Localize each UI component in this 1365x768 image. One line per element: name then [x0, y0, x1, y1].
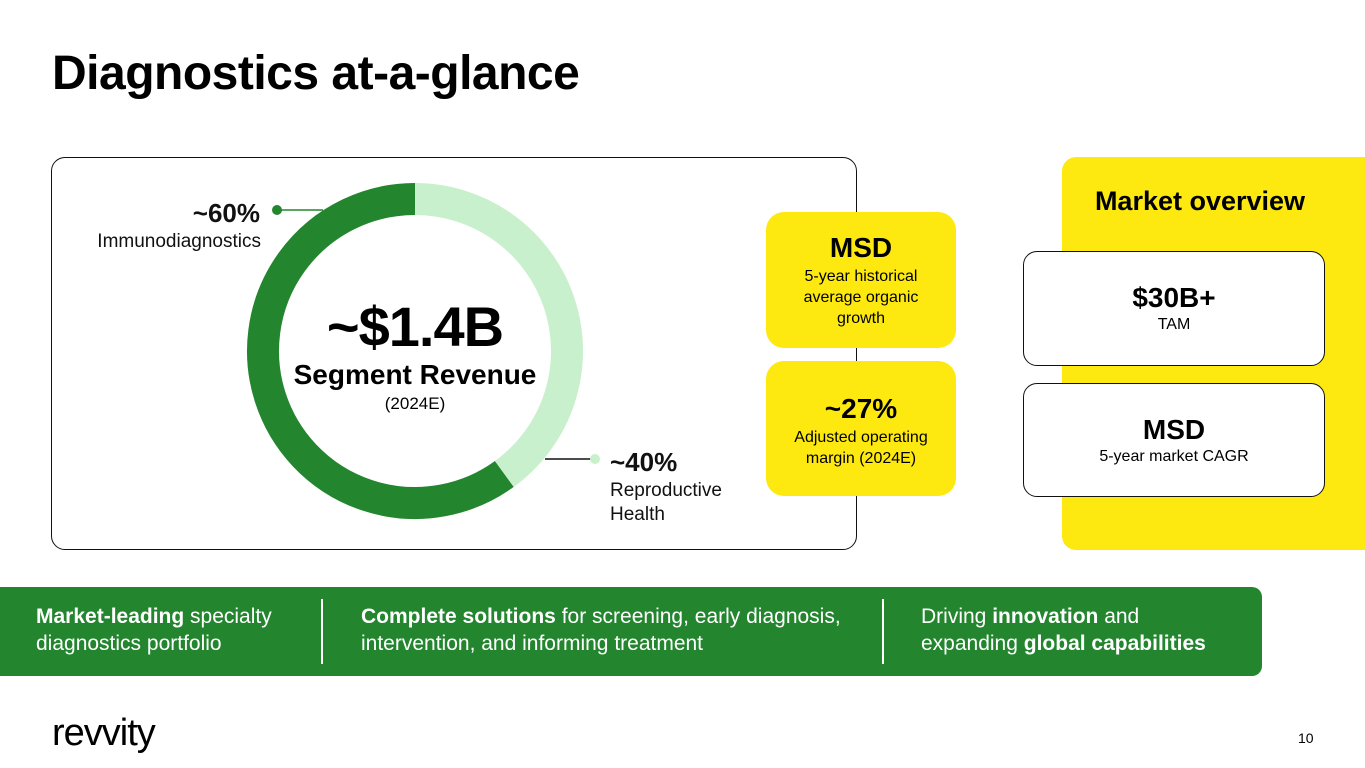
- metric-card-growth: MSD 5-year historical average organic gr…: [766, 212, 956, 348]
- segment-revenue-label: Segment Revenue: [293, 359, 537, 390]
- slice-label-category-1: Reproductive Health: [610, 480, 722, 525]
- band-divider: [321, 599, 323, 664]
- market-card-value: $30B+: [1132, 282, 1216, 313]
- metric-caption: Adjusted operating margin (2024E): [794, 429, 928, 467]
- leader-dot-1: [590, 454, 600, 464]
- donut-slice-0: [247, 183, 514, 519]
- market-card-caption: TAM: [1157, 316, 1191, 333]
- highlight-text: for screening, early diagnosis, interven…: [361, 605, 841, 655]
- metric-caption: 5-year historical average organic growth: [803, 268, 919, 327]
- page-number: 10: [1298, 730, 1314, 746]
- highlight-bold: innovation: [992, 605, 1099, 628]
- page-title: Diagnostics at-a-glance: [52, 47, 580, 100]
- highlight-text: specialty diagnostics portfolio: [36, 605, 272, 655]
- highlights-band: Market-leading specialty diagnostics por…: [0, 587, 1262, 676]
- leader-dot-0: [272, 205, 282, 215]
- donut-center: ~$1.4B Segment Revenue (2024E): [265, 295, 565, 415]
- slice-label-value-0: ~60%: [192, 198, 260, 228]
- highlight-text: and expanding: [921, 605, 1140, 655]
- highlight-bold: global capabilities: [1023, 632, 1206, 655]
- segment-revenue-value: ~$1.4B: [326, 295, 504, 358]
- slice-label-value-1: ~40%: [610, 447, 678, 477]
- highlight-text: Driving: [921, 605, 993, 628]
- chart-panel: [51, 157, 857, 550]
- band-divider: [882, 599, 884, 664]
- highlight-innovation: Driving innovation and expanding global …: [921, 603, 1241, 657]
- highlight-bold: Complete solutions: [361, 605, 556, 628]
- market-card-value: MSD: [1142, 414, 1206, 445]
- highlight-portfolio: Market-leading specialty diagnostics por…: [36, 603, 306, 657]
- metric-value: ~27%: [824, 393, 898, 424]
- slice-label-category-0: Immunodiagnostics: [97, 231, 261, 252]
- metric-value: MSD: [829, 232, 893, 263]
- market-card-tam: $30B+ TAM: [1023, 251, 1325, 366]
- market-overview-title: Market overview: [1094, 186, 1306, 216]
- market-card-caption: 5-year market CAGR: [1099, 448, 1249, 465]
- revvity-logo: revvity: [52, 712, 156, 754]
- segment-revenue-year: (2024E): [384, 394, 446, 413]
- highlight-solutions: Complete solutions for screening, early …: [361, 603, 861, 657]
- metric-card-margin: ~27% Adjusted operating margin (2024E): [766, 361, 956, 496]
- donut-slice-1: [414, 183, 583, 487]
- highlight-bold: Market-leading: [36, 605, 185, 628]
- market-card-cagr: MSD 5-year market CAGR: [1023, 383, 1325, 497]
